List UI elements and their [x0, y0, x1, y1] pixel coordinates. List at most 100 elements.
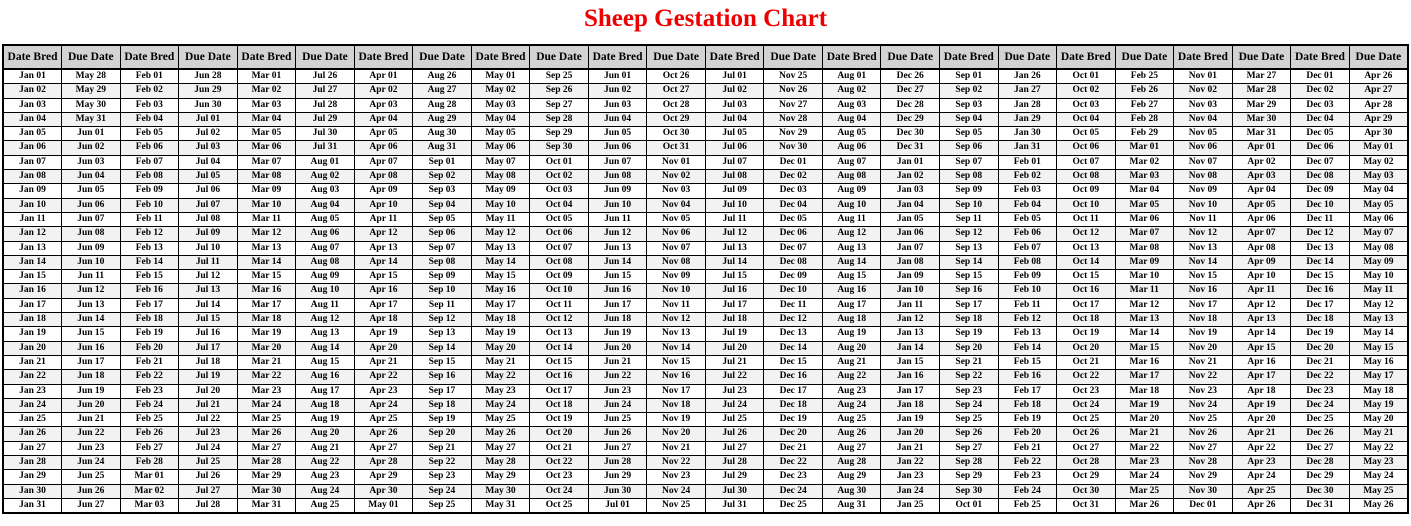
- bred-date-cell: Mar 17: [236, 297, 297, 314]
- bred-date-cell: Jun 10: [587, 197, 648, 213]
- table-row: Jan 20 Jun 16 Feb 20 Jul 17 Mar 20 Aug 14 Apr …: [2, 340, 1409, 356]
- bred-date-cell: Jul 21: [704, 354, 765, 371]
- due-date-cell: Feb 01: [997, 154, 1058, 171]
- bred-date-cell: Jul 01: [704, 68, 765, 85]
- bred-date-cell: Jul 06: [704, 140, 765, 156]
- bred-date-cell: Jun 30: [587, 483, 648, 499]
- due-date-cell: Oct 19: [529, 412, 589, 428]
- due-date-cell: Feb 06: [997, 226, 1058, 242]
- due-date-cell: Nov 11: [646, 297, 706, 314]
- bred-date-cell: Aug 28: [821, 455, 882, 471]
- due-date-cell: Oct 27: [646, 83, 706, 99]
- bred-date-cell: Aug 27: [821, 440, 882, 457]
- due-date-cell: Aug 02: [295, 169, 355, 185]
- bred-date-cell: May 02: [470, 83, 531, 99]
- table-row: Jan 29 Jun 25 Mar 01 Jul 26 Mar 29 Aug 23 Apr …: [2, 469, 1409, 485]
- bred-date-cell: Dec 20: [1290, 340, 1350, 356]
- due-date-cell: Sep 03: [412, 183, 472, 199]
- bred-date-cell: Jun 06: [587, 140, 648, 156]
- due-date-cell: Mar 11: [1114, 283, 1175, 299]
- due-date-cell: May 08: [1348, 240, 1409, 256]
- bred-date-cell: Jan 30: [2, 483, 63, 499]
- bred-date-cell: Apr 07: [353, 154, 414, 171]
- bred-date-cell: Mar 16: [236, 283, 297, 299]
- bred-date-cell: Mar 13: [236, 240, 297, 256]
- due-date-cell: Jan 02: [880, 169, 940, 185]
- due-date-cell: Sep 13: [412, 326, 472, 342]
- due-date-cell: Mar 30: [1231, 111, 1292, 128]
- due-date-cell: Jul 10: [178, 240, 238, 256]
- due-date-cell: Jan 15: [880, 354, 940, 371]
- table-row: Jan 13 Jun 09 Feb 13 Jul 10 Mar 13 Aug 07 Apr …: [2, 240, 1409, 256]
- due-date-cell: Apr 03: [1231, 169, 1292, 185]
- bred-date-cell: May 22: [470, 369, 531, 385]
- due-date-cell: Aug 05: [295, 211, 355, 228]
- bred-date-cell: Sep 13: [939, 240, 999, 256]
- due-date-cell: Nov 20: [646, 426, 706, 442]
- table-row: Jan 15 Jun 11 Feb 15 Jul 12 Mar 15 Aug 09 Apr …: [2, 269, 1409, 285]
- table-row: Jan 19 Jun 15 Feb 19 Jul 16 Mar 19 Aug 13 Apr …: [2, 326, 1409, 342]
- col-header-date-bred: Date Bred: [353, 44, 414, 70]
- due-date-cell: Mar 02: [1114, 154, 1175, 171]
- bred-date-cell: Jun 15: [587, 269, 648, 285]
- due-date-cell: May 14: [1348, 326, 1409, 342]
- bred-date-cell: Jan 14: [2, 254, 63, 271]
- bred-date-cell: Mar 31: [236, 497, 297, 514]
- due-date-cell: Feb 04: [997, 197, 1058, 213]
- bred-date-cell: Oct 01: [1056, 68, 1116, 85]
- due-date-cell: Jun 03: [61, 154, 121, 171]
- bred-date-cell: Oct 14: [1056, 254, 1116, 271]
- table-row: Jan 22 Jun 18 Feb 22 Jul 19 Mar 22 Aug 16 Apr …: [2, 369, 1409, 385]
- due-date-cell: Dec 08: [763, 254, 823, 271]
- due-date-cell: May 29: [61, 83, 121, 99]
- col-header-date-bred: Date Bred: [236, 44, 297, 70]
- due-date-cell: Dec 09: [763, 269, 823, 285]
- due-date-cell: Apr 10: [1231, 269, 1292, 285]
- due-date-cell: May 10: [1348, 269, 1409, 285]
- due-date-cell: May 02: [1348, 154, 1409, 171]
- due-date-cell: Jul 29: [295, 111, 355, 128]
- col-header-due-date: Due Date: [1348, 44, 1409, 70]
- due-date-cell: Sep 04: [412, 197, 472, 213]
- due-date-cell: Aug 28: [412, 97, 472, 113]
- bred-date-cell: Feb 13: [119, 240, 180, 256]
- due-date-cell: Jul 28: [178, 497, 238, 514]
- bred-date-cell: May 31: [470, 497, 531, 514]
- due-date-cell: Oct 13: [529, 326, 589, 342]
- table-row: Jan 02 May 29 Feb 02 Jun 29 Mar 02 Jul 27 Apr …: [2, 83, 1409, 99]
- due-date-cell: Dec 07: [763, 240, 823, 256]
- table-row: Jan 12 Jun 08 Feb 12 Jul 09 Mar 12 Aug 06 Apr …: [2, 226, 1409, 242]
- due-date-cell: Jul 30: [295, 126, 355, 142]
- bred-date-cell: Jan 31: [2, 497, 63, 514]
- col-header-due-date: Due Date: [880, 44, 940, 70]
- due-date-cell: Jun 09: [61, 240, 121, 256]
- bred-date-cell: Mar 03: [236, 97, 297, 113]
- bred-date-cell: Jun 21: [587, 354, 648, 371]
- due-date-cell: Jun 22: [61, 426, 121, 442]
- due-date-cell: Jul 04: [178, 154, 238, 171]
- bred-date-cell: Aug 10: [821, 197, 882, 213]
- due-date-cell: Jan 22: [880, 455, 940, 471]
- bred-date-cell: Jan 26: [2, 426, 63, 442]
- due-date-cell: Jun 26: [61, 483, 121, 499]
- due-date-cell: Mar 22: [1114, 440, 1175, 457]
- bred-date-cell: May 26: [470, 426, 531, 442]
- due-date-cell: Oct 01: [529, 154, 589, 171]
- gestation-table-body: Jan 01 May 28 Feb 01 Jun 28 Mar 01 Jul 26 Apr …: [2, 68, 1409, 514]
- due-date-cell: May 05: [1348, 197, 1409, 213]
- due-date-cell: Aug 04: [295, 197, 355, 213]
- bred-date-cell: Jul 25: [704, 412, 765, 428]
- due-date-cell: Jan 09: [880, 269, 940, 285]
- due-date-cell: Dec 18: [763, 397, 823, 414]
- bred-date-cell: May 08: [470, 169, 531, 185]
- bred-date-cell: Jul 16: [704, 283, 765, 299]
- bred-date-cell: Feb 11: [119, 211, 180, 228]
- bred-date-cell: Jan 13: [2, 240, 63, 256]
- bred-date-cell: Nov 09: [1173, 183, 1233, 199]
- bred-date-cell: Jan 02: [2, 83, 63, 99]
- due-date-cell: Jun 11: [61, 269, 121, 285]
- bred-date-cell: Aug 08: [821, 169, 882, 185]
- due-date-cell: Oct 24: [529, 483, 589, 499]
- bred-date-cell: Feb 26: [119, 426, 180, 442]
- bred-date-cell: Oct 06: [1056, 140, 1116, 156]
